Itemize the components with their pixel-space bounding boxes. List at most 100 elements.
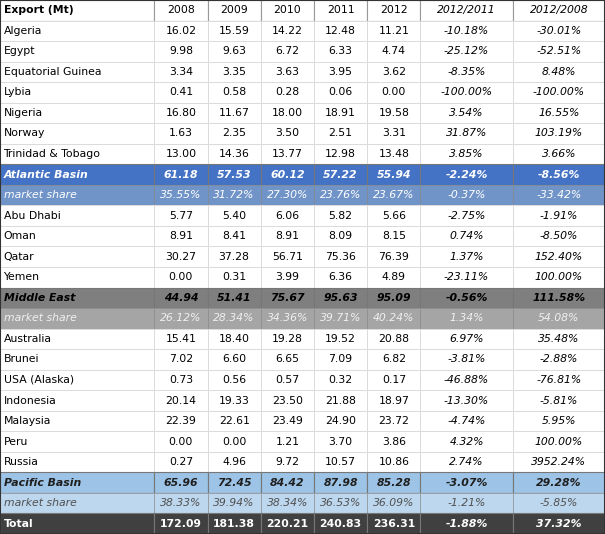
Bar xyxy=(0,164,154,185)
Bar xyxy=(208,411,261,431)
Text: -4.74%: -4.74% xyxy=(448,416,486,426)
Bar xyxy=(0,226,154,247)
Text: 28.34%: 28.34% xyxy=(214,313,255,324)
Bar xyxy=(0,103,154,123)
Bar xyxy=(0,514,154,534)
Bar xyxy=(154,103,208,123)
Bar xyxy=(261,226,314,247)
Bar xyxy=(208,267,261,287)
Bar xyxy=(314,61,367,82)
Bar xyxy=(513,103,605,123)
Text: 37.32%: 37.32% xyxy=(536,519,581,529)
Bar xyxy=(513,349,605,370)
Text: -10.18%: -10.18% xyxy=(444,26,489,36)
Text: 3.95: 3.95 xyxy=(329,67,353,77)
Text: 2008: 2008 xyxy=(167,5,195,15)
Bar xyxy=(367,61,420,82)
Bar xyxy=(314,0,367,20)
Bar xyxy=(420,247,513,267)
Bar xyxy=(0,20,154,41)
Text: 85.28: 85.28 xyxy=(376,477,411,488)
Bar xyxy=(314,247,367,267)
Bar xyxy=(314,287,367,308)
Text: 3.62: 3.62 xyxy=(382,67,406,77)
Bar xyxy=(420,370,513,390)
Text: 18.91: 18.91 xyxy=(325,108,356,118)
Bar xyxy=(314,328,367,349)
Bar xyxy=(420,308,513,328)
Text: USA (Alaska): USA (Alaska) xyxy=(4,375,74,385)
Bar xyxy=(314,514,367,534)
Text: 1.21: 1.21 xyxy=(275,437,299,446)
Bar xyxy=(367,328,420,349)
Bar xyxy=(314,123,367,144)
Text: Abu Dhabi: Abu Dhabi xyxy=(4,210,60,221)
Bar xyxy=(0,473,154,493)
Text: 3.34: 3.34 xyxy=(169,67,193,77)
Bar xyxy=(513,144,605,164)
Bar xyxy=(208,308,261,328)
Bar xyxy=(420,185,513,206)
Text: 51.41: 51.41 xyxy=(217,293,252,303)
Bar xyxy=(154,164,208,185)
Bar xyxy=(0,431,154,452)
Text: 57.22: 57.22 xyxy=(323,170,358,179)
Bar xyxy=(420,61,513,82)
Bar xyxy=(154,390,208,411)
Text: Total: Total xyxy=(4,519,33,529)
Text: Yemen: Yemen xyxy=(4,272,39,282)
Text: 31.72%: 31.72% xyxy=(214,190,255,200)
Text: 5.40: 5.40 xyxy=(222,210,246,221)
Text: market share: market share xyxy=(4,190,76,200)
Text: 6.60: 6.60 xyxy=(222,355,246,364)
Bar xyxy=(420,206,513,226)
Bar xyxy=(154,370,208,390)
Text: market share: market share xyxy=(4,313,76,324)
Text: 23.76%: 23.76% xyxy=(320,190,361,200)
Bar xyxy=(208,103,261,123)
Bar xyxy=(367,185,420,206)
Bar xyxy=(208,287,261,308)
Bar xyxy=(0,493,154,514)
Bar xyxy=(154,123,208,144)
Bar xyxy=(513,61,605,82)
Bar xyxy=(261,82,314,103)
Bar xyxy=(154,431,208,452)
Bar xyxy=(367,20,420,41)
Text: 6.06: 6.06 xyxy=(275,210,299,221)
Text: 8.41: 8.41 xyxy=(222,231,246,241)
Bar xyxy=(513,164,605,185)
Bar xyxy=(261,514,314,534)
Bar xyxy=(420,287,513,308)
Bar xyxy=(154,287,208,308)
Text: 57.53: 57.53 xyxy=(217,170,252,179)
Bar xyxy=(261,328,314,349)
Bar xyxy=(154,82,208,103)
Bar xyxy=(513,267,605,287)
Text: 1.63: 1.63 xyxy=(169,129,193,138)
Bar xyxy=(367,82,420,103)
Text: 13.77: 13.77 xyxy=(272,149,303,159)
Bar xyxy=(367,349,420,370)
Bar xyxy=(261,514,314,534)
Bar xyxy=(367,514,420,534)
Bar xyxy=(420,185,513,206)
Bar xyxy=(0,370,154,390)
Bar xyxy=(420,164,513,185)
Bar xyxy=(314,308,367,328)
Text: 36.53%: 36.53% xyxy=(320,498,361,508)
Bar xyxy=(420,82,513,103)
Bar xyxy=(314,473,367,493)
Bar xyxy=(208,123,261,144)
Bar xyxy=(261,20,314,41)
Bar xyxy=(0,452,154,473)
Bar xyxy=(208,349,261,370)
Bar xyxy=(261,206,314,226)
Bar xyxy=(261,267,314,287)
Bar xyxy=(0,308,154,328)
Bar xyxy=(367,226,420,247)
Bar xyxy=(367,287,420,308)
Bar xyxy=(513,61,605,82)
Bar xyxy=(208,185,261,206)
Text: 23.49: 23.49 xyxy=(272,416,303,426)
